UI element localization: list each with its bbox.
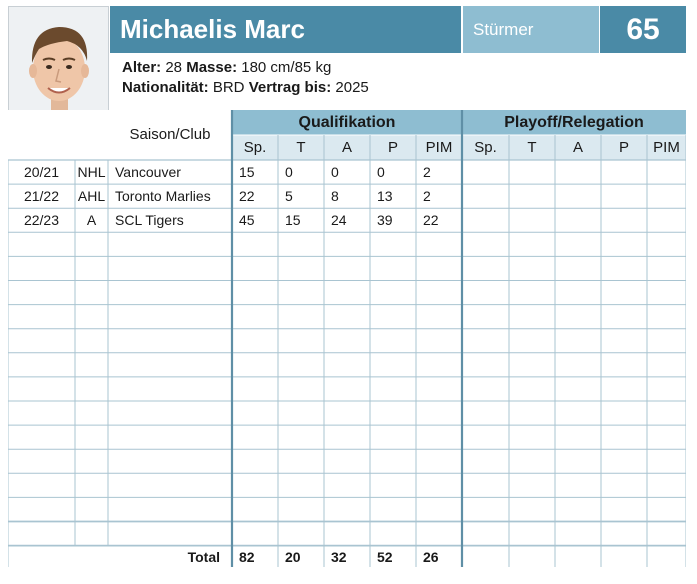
contract-value: 2025: [335, 79, 369, 96]
player-info: Alter: 28 Masse: 180 cm/85 kg Nationalit…: [110, 58, 686, 98]
playoff-stat-cell: [647, 184, 686, 208]
gesamt-label: Gesamt: [172, 568, 220, 584]
age-value: 28: [165, 59, 183, 76]
playoff-stat-header: PIM: [653, 139, 680, 156]
qual-stat-header: PIM: [425, 139, 453, 156]
qual-stat-cell: 8: [331, 188, 339, 205]
qual-stat-cell: 2: [423, 164, 431, 180]
mass-value: 180 cm/85 kg: [241, 59, 332, 76]
qual-stat-header: P: [387, 139, 398, 156]
info-line-2: Nationalität: BRD Vertrag bis: 2025: [122, 78, 686, 98]
qual-stat-cell: 13: [377, 188, 393, 205]
stat-header-bg: [232, 135, 686, 160]
qual-stat-cell: 0: [377, 164, 385, 180]
league-cell: A: [86, 212, 97, 229]
qual-stat-header: Sp.: [243, 139, 267, 156]
qual-stat-cell: 2: [423, 188, 431, 205]
season-cell: 20/21: [23, 164, 60, 180]
season-cell: 21/22: [23, 188, 60, 205]
playoff-stat-cell: [509, 160, 555, 184]
playoff-stat-cell: [462, 160, 509, 184]
total-qual-cell: 82: [239, 548, 255, 565]
nationality-label: Nationalität:: [122, 79, 209, 96]
qual-stat-header: T: [296, 139, 306, 156]
playoff-stat-cell: [601, 160, 647, 184]
playoff-stat-header: A: [572, 139, 583, 156]
playoff-stat-cell: [509, 208, 555, 232]
season-cell: 22/23: [23, 212, 60, 229]
qual-stat-cell: 15: [239, 164, 255, 180]
club-header-bg: [8, 110, 232, 160]
stats-table: Qualifikation Playoff/Relegation Saison/Cl…: [8, 110, 686, 584]
playoff-stat-cell: [509, 184, 555, 208]
qual-stat-cell: 24: [331, 212, 347, 229]
playoff-stat-cell: [601, 184, 647, 208]
qual-group-header: Qualifikation: [298, 114, 396, 131]
league-cell: NHL: [77, 164, 106, 180]
qual-stat-cell: 22: [239, 188, 255, 205]
qual-stat-cell: 0: [331, 164, 339, 180]
qual-stat-cell: 15: [285, 212, 301, 229]
player-number: 65: [600, 6, 686, 53]
playoff-stat-cell: [647, 208, 686, 232]
player-name: Michaelis Marc: [110, 6, 461, 53]
playoff-stat-cell: [647, 160, 686, 184]
qual-stat-cell: 39: [377, 212, 393, 229]
qual-stat-cell: 0: [285, 164, 293, 180]
contract-label: Vertrag bis:: [248, 79, 332, 96]
age-label: Alter:: [122, 59, 162, 76]
mass-label: Masse:: [186, 59, 238, 76]
playoff-stat-header: Sp.: [474, 139, 497, 156]
player-position: Stürmer: [463, 6, 599, 53]
total-label: Total: [187, 548, 220, 565]
total-qual-cell: 52: [377, 548, 393, 565]
info-line-1: Alter: 28 Masse: 180 cm/85 kg: [122, 58, 686, 78]
qual-stat-cell: 45: [239, 212, 255, 229]
club-cell: Toronto Marlies: [115, 188, 211, 205]
club-cell: Vancouver: [115, 164, 181, 180]
playoff-stat-cell: [462, 184, 509, 208]
playoff-stat-cell: [462, 208, 509, 232]
qual-stat-cell: 22: [423, 212, 439, 229]
playoff-stat-cell: [555, 208, 601, 232]
club-cell: SCL Tigers: [115, 212, 184, 229]
playoff-group-header: Playoff/Relegation: [504, 114, 644, 131]
qual-group-bg: [232, 110, 462, 135]
total-qual-cell: 32: [331, 548, 347, 565]
playoff-stat-cell: [601, 208, 647, 232]
stats-grid: [8, 110, 686, 567]
nationality-value: BRD: [212, 79, 245, 96]
league-cell: AHL: [77, 188, 106, 205]
playoff-stat-cell: [555, 160, 601, 184]
club-header: Saison/Club: [129, 126, 211, 143]
qual-stat-cell: 5: [285, 188, 293, 205]
playoff-stat-header: T: [527, 139, 537, 156]
total-qual-cell: 20: [285, 548, 301, 565]
total-qual-cell: 26: [423, 548, 439, 565]
playoff-group-bg: [462, 110, 686, 135]
qual-stat-header: A: [341, 139, 352, 156]
playoff-stat-cell: [555, 184, 601, 208]
playoff-stat-header: P: [618, 139, 629, 156]
